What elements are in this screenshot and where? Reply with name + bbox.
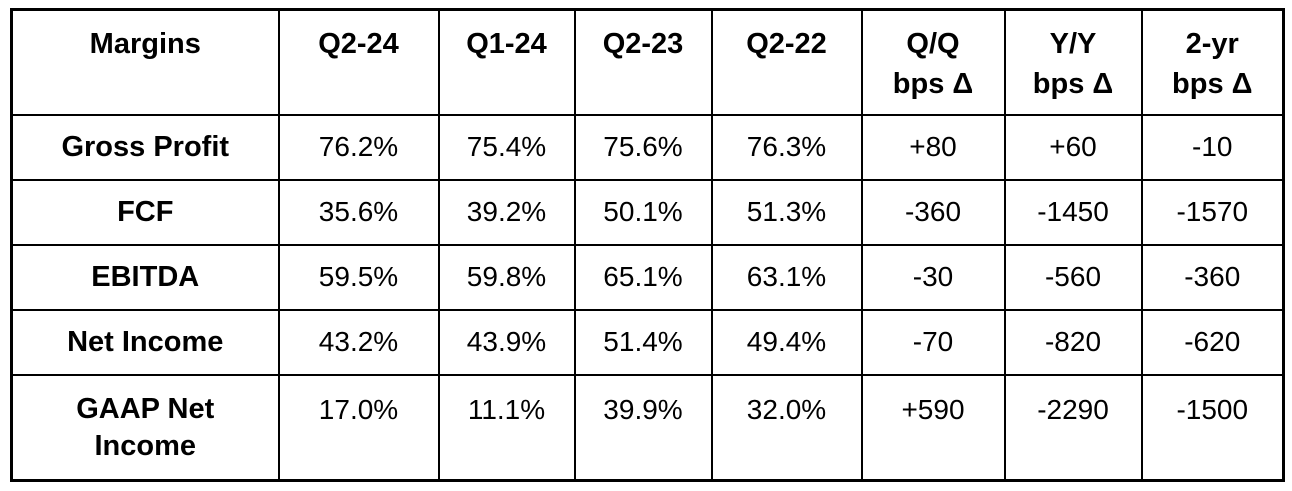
table-cell: 50.1% bbox=[573, 178, 713, 246]
table-cell: 75.4% bbox=[437, 113, 576, 181]
row-label: Net Income bbox=[10, 308, 280, 376]
table-cell: 39.2% bbox=[437, 178, 576, 246]
table-cell: +80 bbox=[860, 113, 1006, 181]
table-row-fcf: FCF 35.6% 39.2% 50.1% 51.3% -360 -1450 -… bbox=[10, 178, 1285, 246]
table-cell: 76.3% bbox=[710, 113, 863, 181]
table-cell: 63.1% bbox=[710, 243, 863, 311]
table-row-gaap-net-income: GAAP Net Income 17.0% 11.1% 39.9% 32.0% … bbox=[10, 373, 1285, 482]
table-cell: 65.1% bbox=[573, 243, 713, 311]
margins-table: Margins Q2-24 Q1-24 Q2-23 Q2-22 Q/Q bps … bbox=[10, 8, 1285, 482]
table-cell: 39.9% bbox=[573, 373, 713, 482]
column-header-margins: Margins bbox=[10, 8, 280, 116]
table-row-net-income: Net Income 43.2% 43.9% 51.4% 49.4% -70 -… bbox=[10, 308, 1285, 376]
row-label: EBITDA bbox=[10, 243, 280, 311]
column-header-q1-24: Q1-24 bbox=[437, 8, 576, 116]
table-cell: -360 bbox=[1140, 243, 1285, 311]
table-cell: +590 bbox=[860, 373, 1006, 482]
table-cell: -30 bbox=[860, 243, 1006, 311]
table-row-ebitda: EBITDA 59.5% 59.8% 65.1% 63.1% -30 -560 … bbox=[10, 243, 1285, 311]
table-cell: 59.5% bbox=[277, 243, 440, 311]
table-cell: 59.8% bbox=[437, 243, 576, 311]
table-cell: -1500 bbox=[1140, 373, 1285, 482]
table-cell: -10 bbox=[1140, 113, 1285, 181]
table-cell: 76.2% bbox=[277, 113, 440, 181]
table-cell: 11.1% bbox=[437, 373, 576, 482]
table-row-gross-profit: Gross Profit 76.2% 75.4% 75.6% 76.3% +80… bbox=[10, 113, 1285, 181]
table-cell: 43.2% bbox=[277, 308, 440, 376]
table-cell: 75.6% bbox=[573, 113, 713, 181]
table-cell: -2290 bbox=[1003, 373, 1143, 482]
row-label: FCF bbox=[10, 178, 280, 246]
column-header-q2-22: Q2-22 bbox=[710, 8, 863, 116]
table-cell: -360 bbox=[860, 178, 1006, 246]
column-header-q2-23: Q2-23 bbox=[573, 8, 713, 116]
column-header-2yr-bps: 2-yr bps Δ bbox=[1140, 8, 1285, 116]
table-cell: 51.4% bbox=[573, 308, 713, 376]
table-cell: 43.9% bbox=[437, 308, 576, 376]
row-label: GAAP Net Income bbox=[10, 373, 280, 482]
row-label: Gross Profit bbox=[10, 113, 280, 181]
table-cell: -820 bbox=[1003, 308, 1143, 376]
table-cell: 51.3% bbox=[710, 178, 863, 246]
table-cell: -70 bbox=[860, 308, 1006, 376]
table-cell: +60 bbox=[1003, 113, 1143, 181]
column-header-q2-24: Q2-24 bbox=[277, 8, 440, 116]
table-cell: 32.0% bbox=[710, 373, 863, 482]
table-cell: 17.0% bbox=[277, 373, 440, 482]
table-cell: -620 bbox=[1140, 308, 1285, 376]
table-cell: -560 bbox=[1003, 243, 1143, 311]
column-header-qq-bps: Q/Q bps Δ bbox=[860, 8, 1006, 116]
table-cell: -1450 bbox=[1003, 178, 1143, 246]
header-row: Margins Q2-24 Q1-24 Q2-23 Q2-22 Q/Q bps … bbox=[10, 8, 1285, 116]
table-cell: 35.6% bbox=[277, 178, 440, 246]
table-cell: -1570 bbox=[1140, 178, 1285, 246]
table-cell: 49.4% bbox=[710, 308, 863, 376]
column-header-yy-bps: Y/Y bps Δ bbox=[1003, 8, 1143, 116]
